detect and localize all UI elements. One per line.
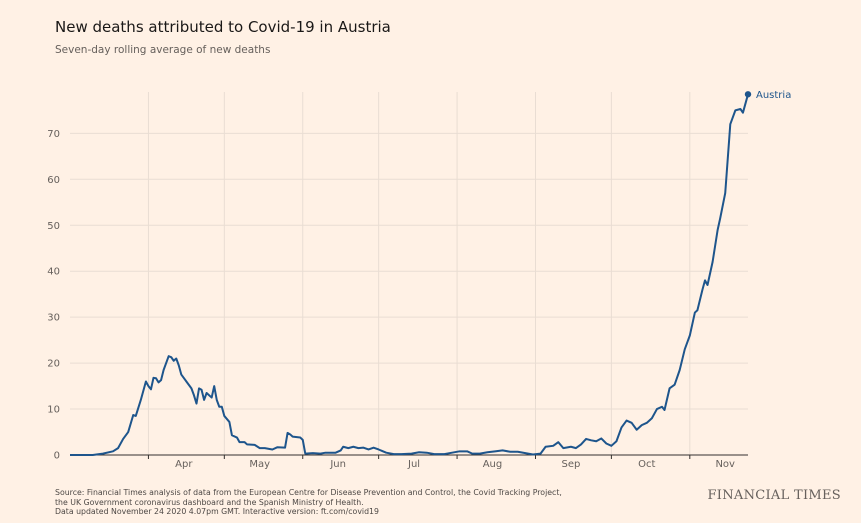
chart-subtitle: Seven-day rolling average of new deaths [55, 44, 271, 56]
y-tick-label: 60 [47, 175, 60, 186]
y-tick-label: 50 [47, 221, 60, 232]
y-tick-label: 40 [47, 267, 60, 278]
x-tick-label: Oct [638, 459, 655, 470]
y-tick-label: 0 [54, 451, 60, 462]
y-tick-label: 30 [47, 313, 60, 324]
source-line-2: the UK Government coronavirus dashboard … [55, 497, 364, 507]
source-line-1: Source: Financial Times analysis of data… [55, 488, 562, 497]
source-note: Source: Financial Times analysis of data… [55, 488, 615, 517]
series-line-austria [70, 94, 749, 456]
y-tick-label: 70 [47, 129, 60, 140]
x-tick-label: Nov [715, 459, 735, 470]
y-tick-label: 20 [47, 359, 60, 370]
x-tick-label: Aug [483, 459, 503, 470]
x-tick-label: Apr [175, 459, 193, 470]
chart-title: New deaths attributed to Covid-19 in Aus… [55, 18, 391, 36]
x-tick-label: Jun [329, 459, 346, 470]
series-label: Austria [756, 90, 791, 101]
y-tick-label: 10 [47, 405, 60, 416]
financial-times-logo: FINANCIAL TIMES [707, 488, 841, 503]
series-end-point [744, 91, 752, 98]
data-updated-note: Data updated November 24 2020 4.07pm GMT… [55, 507, 379, 517]
x-tick-label: Sep [561, 459, 580, 470]
x-tick-label: Jul [407, 459, 420, 470]
x-tick-label: May [249, 459, 270, 470]
